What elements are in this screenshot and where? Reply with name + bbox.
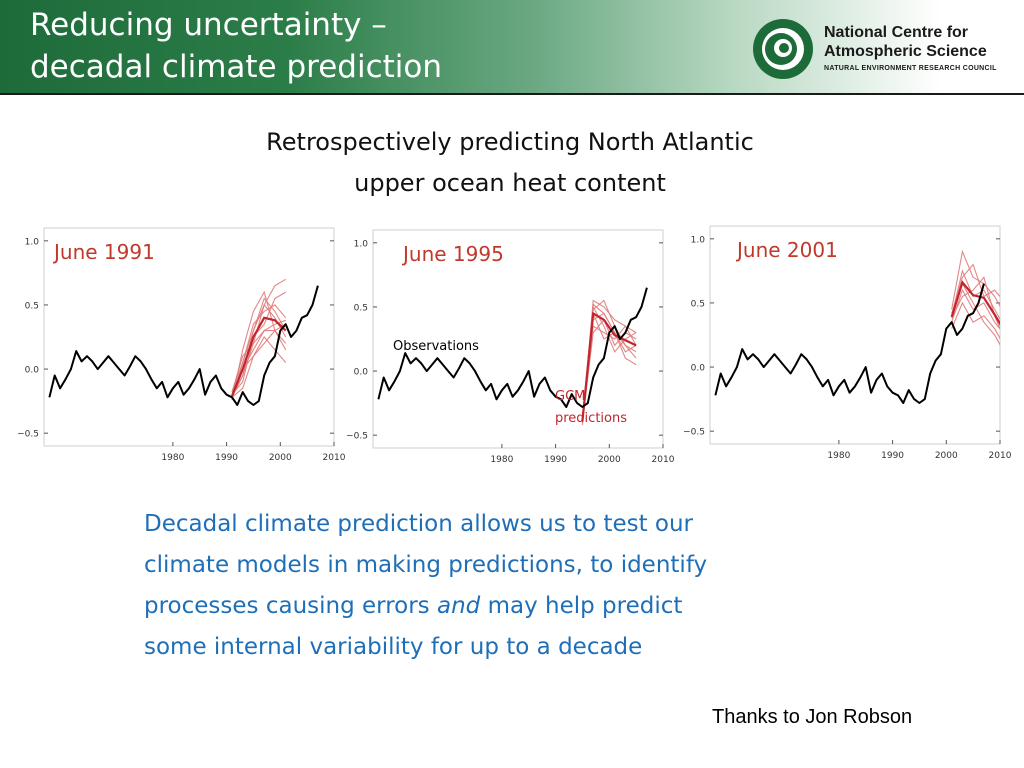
chart-panel-june-1995: −0.5 0.0 0.5 1.0 1980 1990 2000 2010 June 1995 Ob… <box>343 220 675 470</box>
credit-text: Thanks to Jon Robson <box>712 706 913 728</box>
ncas-logo-name-line-1: National Centre for <box>824 24 969 41</box>
prediction-line <box>231 278 286 400</box>
x-tick-label: 2000 <box>269 453 292 463</box>
ncas-logo-name-line-2: Atmospheric Science <box>824 43 987 60</box>
prediction-line <box>951 301 1000 340</box>
body-line-1: Decadal climate prediction allows us to … <box>144 511 694 537</box>
observations-label: Observations <box>393 339 479 354</box>
x-tick-label: 1990 <box>544 455 567 465</box>
y-tick-label: −0.5 <box>683 428 705 438</box>
chart-title-june-2001: June 2001 <box>735 238 838 262</box>
slide-subtitle-line-2: upper ocean heat content <box>354 169 666 197</box>
prediction-line <box>951 269 1000 321</box>
x-tick-label: 1980 <box>827 451 850 461</box>
x-tick-label: 2010 <box>323 453 346 463</box>
y-tick-label: 0.0 <box>354 368 369 378</box>
slide-subtitle-line-1: Retrospectively predicting North Atlanti… <box>266 128 754 156</box>
y-tick-label: 0.5 <box>25 301 39 311</box>
chart-panel-june-1991: −0.5 0.0 0.5 1.0 1980 1990 2000 2010 June 1991 <box>14 218 346 468</box>
observations-line <box>714 283 985 404</box>
prediction-mean-line <box>230 316 287 397</box>
chart-title-june-1995: June 1995 <box>401 242 504 266</box>
x-tick-label: 2010 <box>652 455 675 465</box>
prediction-line <box>951 276 1000 331</box>
body-line-3-start: processes causing errors <box>144 593 437 619</box>
body-line-2: climate models in making predictions, to… <box>144 552 708 578</box>
body-paragraph: Decadal climate prediction allows us to … <box>144 504 844 668</box>
prediction-line <box>231 291 286 396</box>
slide-header: Reducing uncertainty – decadal climate p… <box>0 0 1024 95</box>
y-tick-label: −0.5 <box>17 430 39 440</box>
prediction-line <box>951 263 1000 316</box>
y-tick-label: 0.5 <box>354 303 368 313</box>
ncas-logo-subtitle: NATURAL ENVIRONMENT RESEARCH COUNCIL <box>824 65 997 72</box>
y-tick-label: 1.0 <box>354 239 369 249</box>
x-tick-label: 1990 <box>215 453 238 463</box>
ncas-logo-name: National Centre for Atmospheric Science <box>824 23 987 61</box>
slide-title-line-2: decadal climate prediction <box>30 49 443 85</box>
chart-june-1995: −0.5 0.0 0.5 1.0 1980 1990 2000 2010 June 1995 Ob… <box>346 229 675 465</box>
chart-june-2001: −0.5 0.0 0.5 1.0 1980 1990 2000 2010 June 2001 <box>683 225 1012 461</box>
x-tick-label: 2000 <box>598 455 621 465</box>
prediction-line <box>951 288 1000 330</box>
x-tick-label: 1980 <box>490 455 513 465</box>
x-tick-label: 2000 <box>935 451 958 461</box>
ncas-logo: National Centre for Atmospheric Science … <box>752 17 1022 81</box>
body-line-4: some internal variability for up to a de… <box>144 634 643 660</box>
observations-line <box>48 285 319 406</box>
x-tick-label: 1980 <box>161 453 184 463</box>
y-tick-label: 0.0 <box>25 366 40 376</box>
prediction-line <box>231 323 286 398</box>
chart-june-1991: −0.5 0.0 0.5 1.0 1980 1990 2000 2010 June 1991 <box>17 227 346 463</box>
chart-panel-june-2001: −0.5 0.0 0.5 1.0 1980 1990 2000 2010 June 2001 <box>680 216 1012 466</box>
x-tick-label: 1990 <box>881 451 904 461</box>
y-tick-label: −0.5 <box>346 432 368 442</box>
body-line-3: processes causing errors and may help pr… <box>144 586 844 627</box>
x-tick-label: 2010 <box>989 451 1012 461</box>
gcm-label-line-2: predictions <box>555 411 627 426</box>
observations-line <box>377 287 648 408</box>
y-tick-label: 0.5 <box>691 299 705 309</box>
slide-subtitle: Retrospectively predicting North Atlanti… <box>180 122 840 204</box>
gcm-label-line-1: GCM <box>555 389 585 404</box>
y-tick-label: 1.0 <box>25 237 40 247</box>
y-tick-label: 1.0 <box>691 235 706 245</box>
body-line-3-end: may help predict <box>480 593 683 619</box>
y-tick-label: 0.0 <box>691 364 706 374</box>
prediction-mean-line <box>950 280 1000 326</box>
ncas-swirl-icon <box>753 19 813 79</box>
plot-frame <box>709 225 1001 445</box>
prediction-mean-line <box>581 311 637 422</box>
slide-title: Reducing uncertainty – decadal climate p… <box>30 4 442 88</box>
chart-title-june-1991: June 1991 <box>52 240 155 264</box>
slide-title-line-1: Reducing uncertainty – <box>30 7 387 43</box>
body-line-3-emphasis: and <box>436 593 481 619</box>
